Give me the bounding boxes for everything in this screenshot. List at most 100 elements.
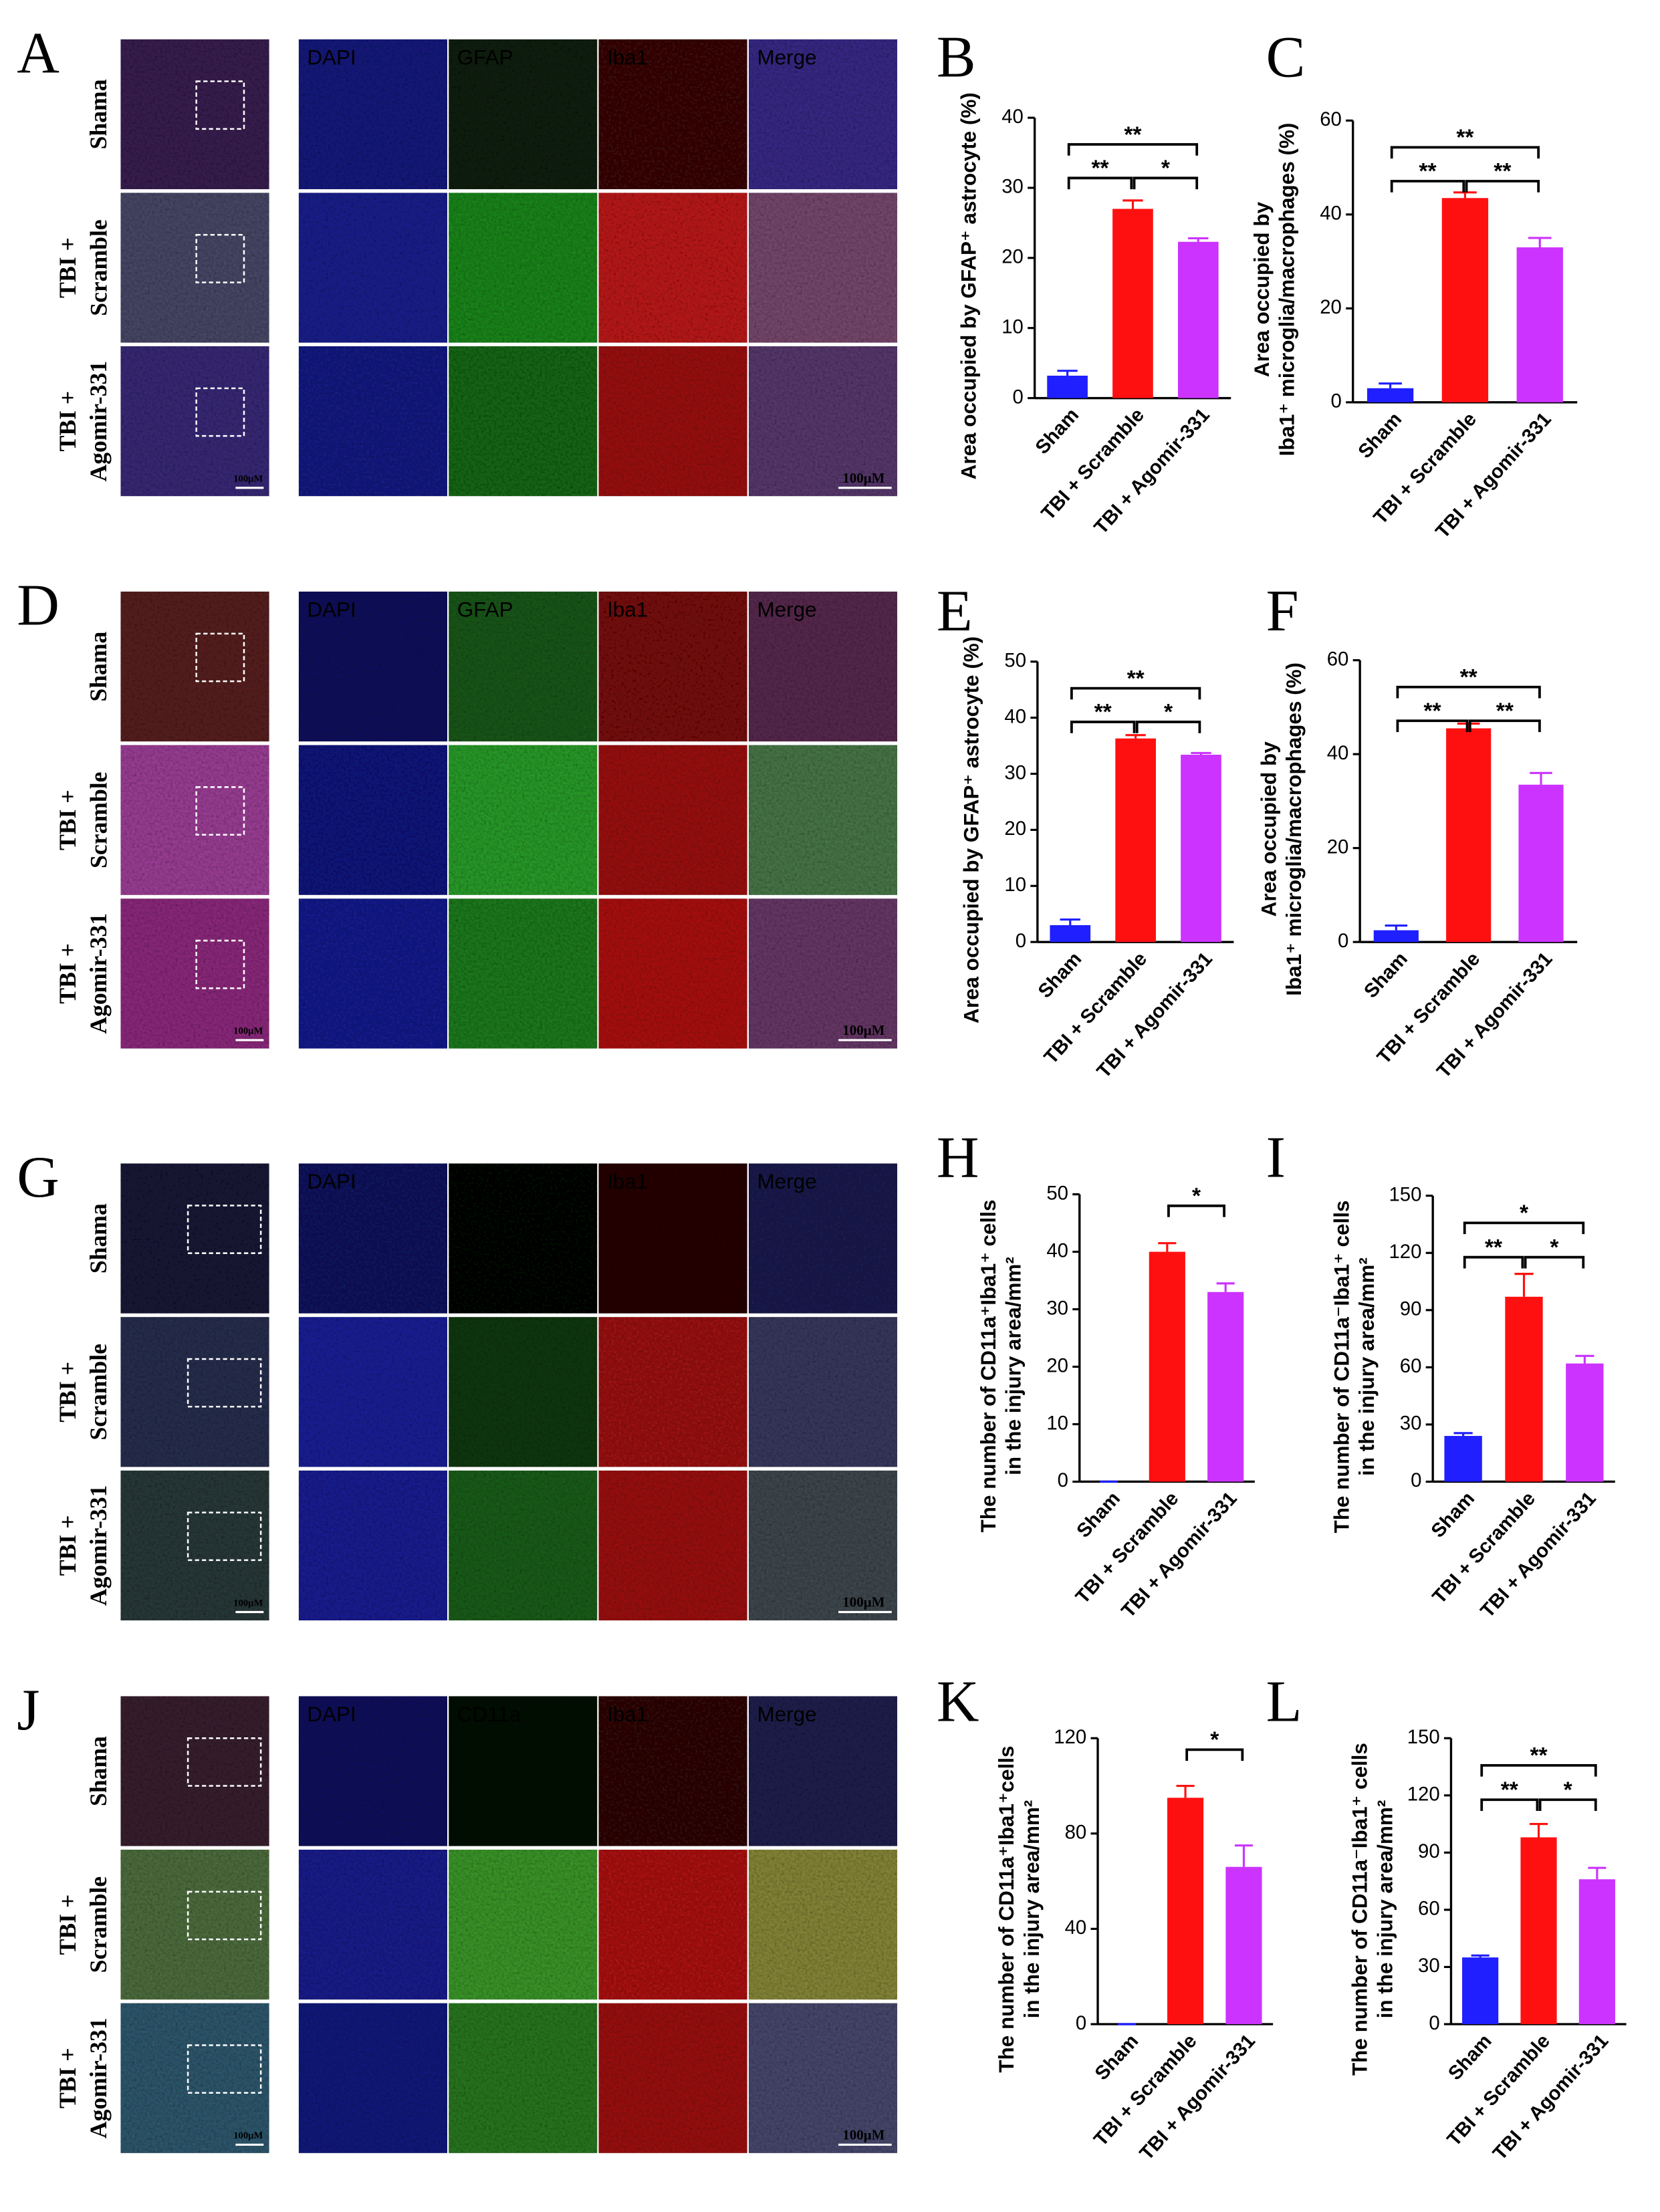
x-tick-label: Sham xyxy=(1427,1487,1479,1542)
channel-image xyxy=(598,1470,747,1621)
row-label: TBI + xyxy=(54,1515,81,1576)
channel-image xyxy=(598,1696,747,1846)
x-tick-label: TBI + Scramble xyxy=(1071,1487,1183,1608)
row-label: Agomir-331 xyxy=(85,913,112,1034)
roi-box xyxy=(187,1205,262,1254)
y-tick-label: 90 xyxy=(1418,1840,1440,1862)
panel-letter: G xyxy=(17,1145,60,1210)
roi-box xyxy=(195,939,245,989)
error-bar xyxy=(1528,237,1552,248)
bar xyxy=(1373,930,1419,943)
roi-box xyxy=(195,632,245,683)
bar xyxy=(1112,209,1153,398)
channel-image xyxy=(449,39,598,190)
error-bar xyxy=(1453,191,1477,199)
channel-label: DAPI xyxy=(307,1170,356,1193)
bar xyxy=(1225,1866,1262,2025)
y-tick-label: 40 xyxy=(1001,106,1024,128)
roi-box xyxy=(187,1890,262,1941)
error-bar xyxy=(1234,1844,1253,1867)
y-tick-label: 30 xyxy=(1418,1955,1440,1977)
y-tick-label: 60 xyxy=(1320,108,1342,130)
panel-letter: A xyxy=(17,21,60,86)
y-tick-label: 30 xyxy=(1046,1297,1068,1319)
panel-letter: C xyxy=(1266,25,1306,90)
error-bar xyxy=(1575,1354,1594,1364)
significance-bracket xyxy=(1185,1748,1244,1761)
channel-label: DAPI xyxy=(307,1703,356,1726)
channel-image xyxy=(598,591,747,742)
significance-bracket xyxy=(1135,721,1201,733)
overview-image xyxy=(120,1163,269,1314)
significance-bracket xyxy=(1390,146,1540,159)
scale-bar-label: 100μM xyxy=(233,2130,263,2141)
error-bar xyxy=(1125,734,1146,739)
x-tick-label: TBI + Scramble xyxy=(1443,2030,1554,2150)
row-label: TBI + xyxy=(54,2048,81,2108)
roi-box xyxy=(195,387,245,437)
panel-letter: L xyxy=(1266,1669,1302,1734)
significance-label: ** xyxy=(1485,1235,1503,1260)
channel-label: CD11a xyxy=(457,1170,521,1193)
error-bar xyxy=(1457,722,1480,729)
row-label: Agomir-331 xyxy=(85,1485,112,1606)
channel-label: DAPI xyxy=(307,45,356,69)
y-axis-title: Area occupied by xyxy=(1250,201,1274,377)
channel-image xyxy=(748,193,898,343)
channel-image xyxy=(298,39,448,190)
channel-image xyxy=(298,745,448,895)
y-axis-title: The number of CD11a⁺Iba1⁺ cells xyxy=(977,1200,1000,1533)
significance-label: * xyxy=(1192,1184,1201,1209)
y-axis-title: Iba1⁺ microglia/macrophages (%) xyxy=(1276,123,1299,457)
y-tick-label: 40 xyxy=(1320,203,1342,225)
significance-bracket xyxy=(1070,687,1201,700)
significance-label: * xyxy=(1164,700,1173,725)
channel-image xyxy=(748,898,898,1049)
channel-image xyxy=(748,346,898,497)
y-tick-label: 10 xyxy=(1004,874,1026,896)
channel-image xyxy=(449,1470,598,1621)
significance-bracket xyxy=(1538,1798,1597,1811)
significance-label: ** xyxy=(1456,126,1474,150)
bar xyxy=(1115,738,1156,943)
channel-image xyxy=(298,898,448,1049)
x-tick-label: TBI + Scramble xyxy=(1090,2030,1201,2150)
y-tick-label: 0 xyxy=(1411,1469,1421,1491)
roi-box xyxy=(195,786,245,836)
scale-bar-label: 100μM xyxy=(842,470,884,486)
scale-bar-label: 100μM xyxy=(842,1594,884,1610)
row-label: TBI + xyxy=(54,391,81,452)
y-axis-title: Area occupied by GFAP⁺ astrocyte (%) xyxy=(960,636,983,1023)
significance-label: ** xyxy=(1530,1743,1548,1768)
channel-image xyxy=(598,39,747,190)
significance-label: ** xyxy=(1419,159,1437,184)
x-tick-label: TBI + Scramble xyxy=(1428,1487,1540,1608)
scale-bar-label: 100μM xyxy=(842,1022,884,1038)
error-bar xyxy=(1191,751,1211,755)
error-bar xyxy=(1529,1822,1548,1838)
y-tick-label: 0 xyxy=(1016,930,1026,952)
roi-box xyxy=(187,2044,262,2094)
row-label: TBI + xyxy=(54,789,81,850)
channel-image xyxy=(449,1163,598,1314)
error-bar xyxy=(1158,1242,1177,1252)
channel-image xyxy=(449,1317,598,1467)
channel-label: Merge xyxy=(757,45,816,69)
roi-box xyxy=(187,1737,262,1787)
significance-bracket xyxy=(1463,1255,1524,1269)
y-tick-label: 20 xyxy=(1327,836,1349,858)
x-tick-label: Sham xyxy=(1090,2030,1143,2084)
x-tick-label: TBI + Agomir-331 xyxy=(1090,404,1214,538)
channel-image xyxy=(598,745,747,895)
bar xyxy=(1518,784,1564,943)
y-axis-title: Iba1⁺ microglia/macrophages (%) xyxy=(1282,662,1306,996)
bar xyxy=(1566,1363,1604,1482)
error-bar xyxy=(1530,771,1552,785)
channel-image xyxy=(298,1470,448,1621)
y-axis-title: in the injury area/mm² xyxy=(1020,1800,1044,2019)
panel-letter: H xyxy=(937,1126,979,1191)
error-bar xyxy=(1060,918,1080,925)
bar xyxy=(1520,1837,1557,2025)
error-bar xyxy=(1176,1784,1195,1798)
